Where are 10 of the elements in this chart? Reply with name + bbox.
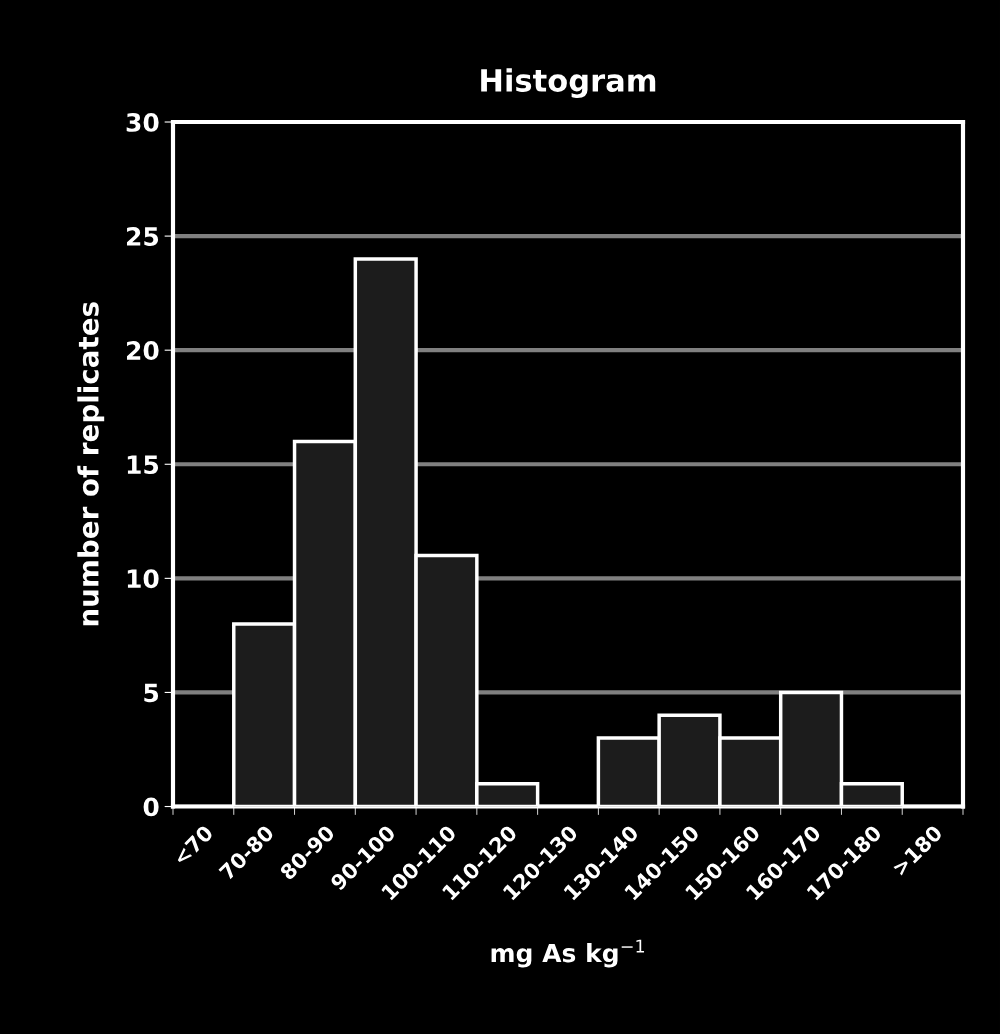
y-tick-label: 5 [144, 683, 159, 703]
y-tick-label: 20 [126, 341, 159, 361]
chart-title: Histogram [481, 68, 656, 99]
y-axis-title: number of replicates [77, 302, 105, 626]
y-tick-label: 25 [126, 227, 159, 246]
y-tick-label: 30 [126, 112, 159, 132]
x-axis-title: mg As kg$^{−1}$ [491, 939, 645, 968]
y-tick-label: 10 [127, 569, 159, 589]
y-tick-label: 0 [143, 797, 159, 817]
y-tick-label: 15 [127, 455, 159, 475]
